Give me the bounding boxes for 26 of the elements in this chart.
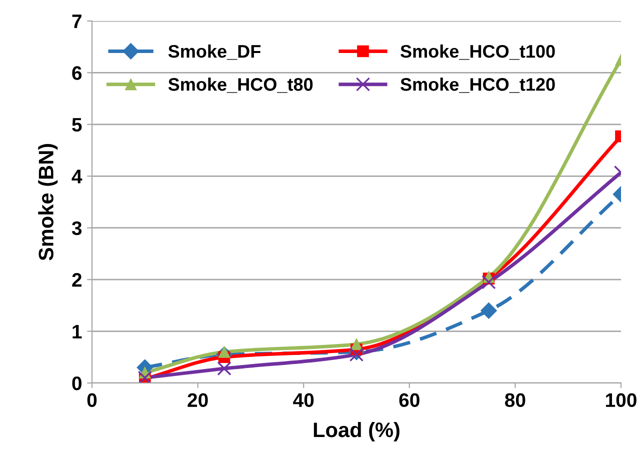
point xyxy=(217,361,232,376)
x-tick-label: 60 xyxy=(399,393,420,408)
x-tick-label: 40 xyxy=(293,393,314,408)
legend-label: Smoke_HCO_t120 xyxy=(400,78,555,93)
point xyxy=(349,347,364,362)
legend-label: Smoke_HCO_t100 xyxy=(400,44,555,60)
y-tick-label: 4 xyxy=(72,170,82,184)
x-tick-label: 20 xyxy=(188,393,208,408)
point xyxy=(218,346,230,358)
y-tick-label: 0 xyxy=(72,376,82,390)
y-axis-title: Smoke (BN) xyxy=(38,144,58,260)
y-tick-label: 1 xyxy=(72,324,82,338)
legend-label: Smoke_HCO_t80 xyxy=(168,78,313,93)
x-tick-label: 100 xyxy=(606,393,636,408)
legend-label: Smoke_DF xyxy=(168,44,260,60)
y-tick-label: 5 xyxy=(72,118,82,132)
point xyxy=(482,275,496,290)
x-tick-label: 0 xyxy=(87,393,97,408)
y-tick-label: 7 xyxy=(72,14,82,28)
x-tick-label: 80 xyxy=(505,393,526,408)
point xyxy=(480,302,497,319)
point xyxy=(350,338,362,350)
y-tick-label: 6 xyxy=(72,66,82,80)
x-axis-title: Load (%) xyxy=(314,422,400,442)
y-tick-label: 3 xyxy=(72,221,82,236)
y-tick-label: 2 xyxy=(72,273,82,287)
